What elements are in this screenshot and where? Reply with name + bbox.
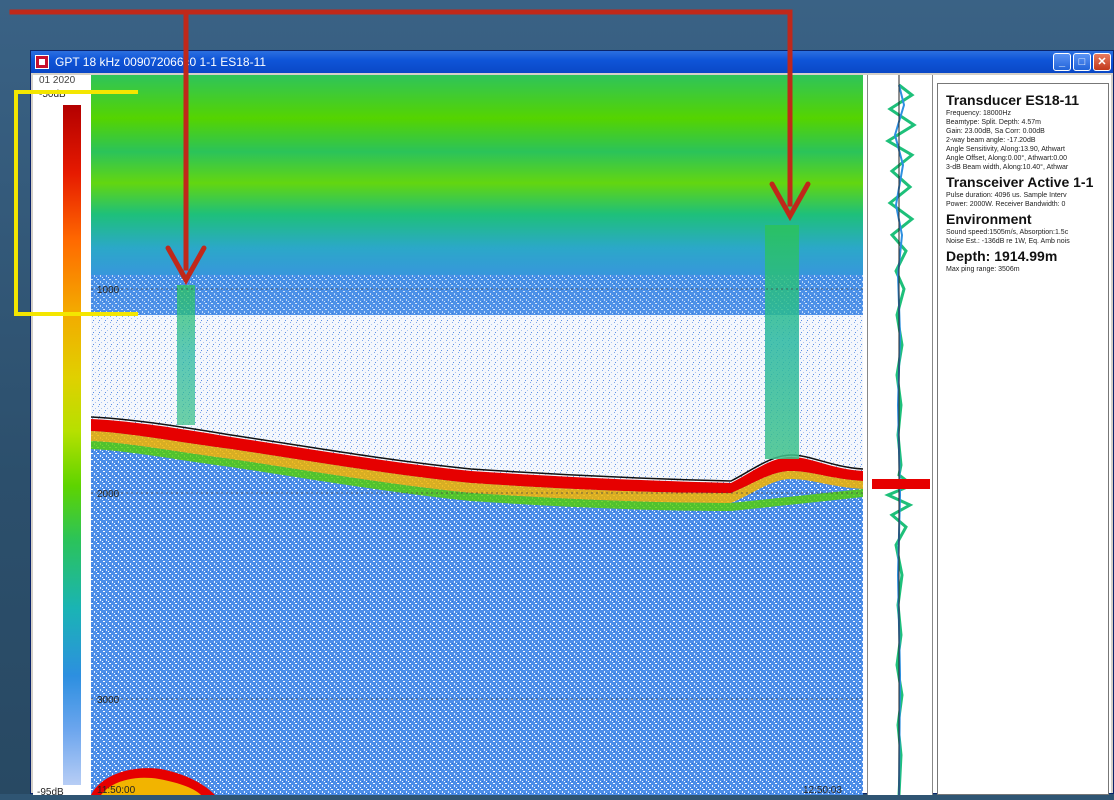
depth-label-3000: 3000 (97, 695, 120, 706)
transducer-line: Angle Offset, Along:0.00°, Athwart:0.00 (946, 155, 1067, 162)
echosounder-window: GPT 18 kHz 009072066c0 1-1 ES18-11 _ □ ✕… (30, 50, 1114, 798)
scale-cut-label: 01 2020 (39, 75, 76, 86)
environment-line: Sound speed:1505m/s, Absorption:1.5c (946, 229, 1069, 236)
environment-line: Noise Est.: -136dB re 1W, Eq. Amb nois (946, 238, 1070, 245)
transducer-line: Beamtype: Split. Depth: 4.57m (946, 119, 1041, 126)
scale-bottom-label: -95dB (37, 787, 64, 798)
transducer-line: 2-way beam angle: -17.20dB (946, 137, 1036, 144)
scale-top-label: -50dB (39, 89, 66, 100)
color-scale: 01 2020 -50dB -95dB (33, 75, 92, 798)
ping-canvas (868, 75, 930, 796)
window-client-area: 01 2020 -50dB -95dB (33, 75, 1111, 798)
title-bar[interactable]: GPT 18 kHz 009072066c0 1-1 ES18-11 _ □ ✕ (31, 51, 1113, 73)
close-button[interactable]: ✕ (1093, 53, 1111, 71)
transducer-title: Transducer ES18-11 (946, 92, 1080, 108)
transducer-line: Frequency: 18000Hz (946, 110, 1011, 117)
max-range-readout: Max ping range: 3506m (946, 266, 1020, 273)
echogram-view[interactable]: 1000 2000 3000 11:50:00 12:50:03 (91, 75, 863, 795)
window-controls: _ □ ✕ (1053, 53, 1111, 71)
minimize-button[interactable]: _ (1053, 53, 1071, 71)
color-scale-bar[interactable] (63, 105, 81, 785)
depth-readout: Depth: 1914.99m (946, 248, 1058, 264)
depth-label-2000: 2000 (97, 489, 120, 500)
transceiver-line: Power: 2000W. Receiver Bandwidth: 0 (946, 201, 1066, 208)
echogram-canvas[interactable]: 1000 2000 3000 11:50:00 12:50:03 (91, 75, 863, 795)
environment-title: Environment (946, 211, 1032, 227)
time-end-label: 12:50:03 (803, 785, 842, 795)
maximize-button[interactable]: □ (1073, 53, 1091, 71)
info-panel: Transducer ES18-11 Frequency: 18000Hz Be… (937, 83, 1109, 795)
transducer-line: Angle Sensitivity, Along:13.90, Athwart (946, 146, 1065, 153)
transceiver-title: Transceiver Active 1-1 (946, 174, 1094, 190)
window-title: GPT 18 kHz 009072066c0 1-1 ES18-11 (55, 55, 267, 69)
single-ping-view[interactable] (867, 75, 933, 796)
transceiver-line: Pulse duration: 4096 us. Sample Interv (946, 192, 1067, 199)
depth-label-1000: 1000 (97, 285, 120, 296)
app-icon[interactable] (35, 55, 49, 69)
transducer-line: 3-dB Beam width, Along:10.40°, Athwar (946, 164, 1069, 171)
transducer-line: Gain: 23.00dB, Sa Corr: 0.00dB (946, 128, 1045, 135)
time-start-label: 11:50:00 (97, 785, 136, 795)
